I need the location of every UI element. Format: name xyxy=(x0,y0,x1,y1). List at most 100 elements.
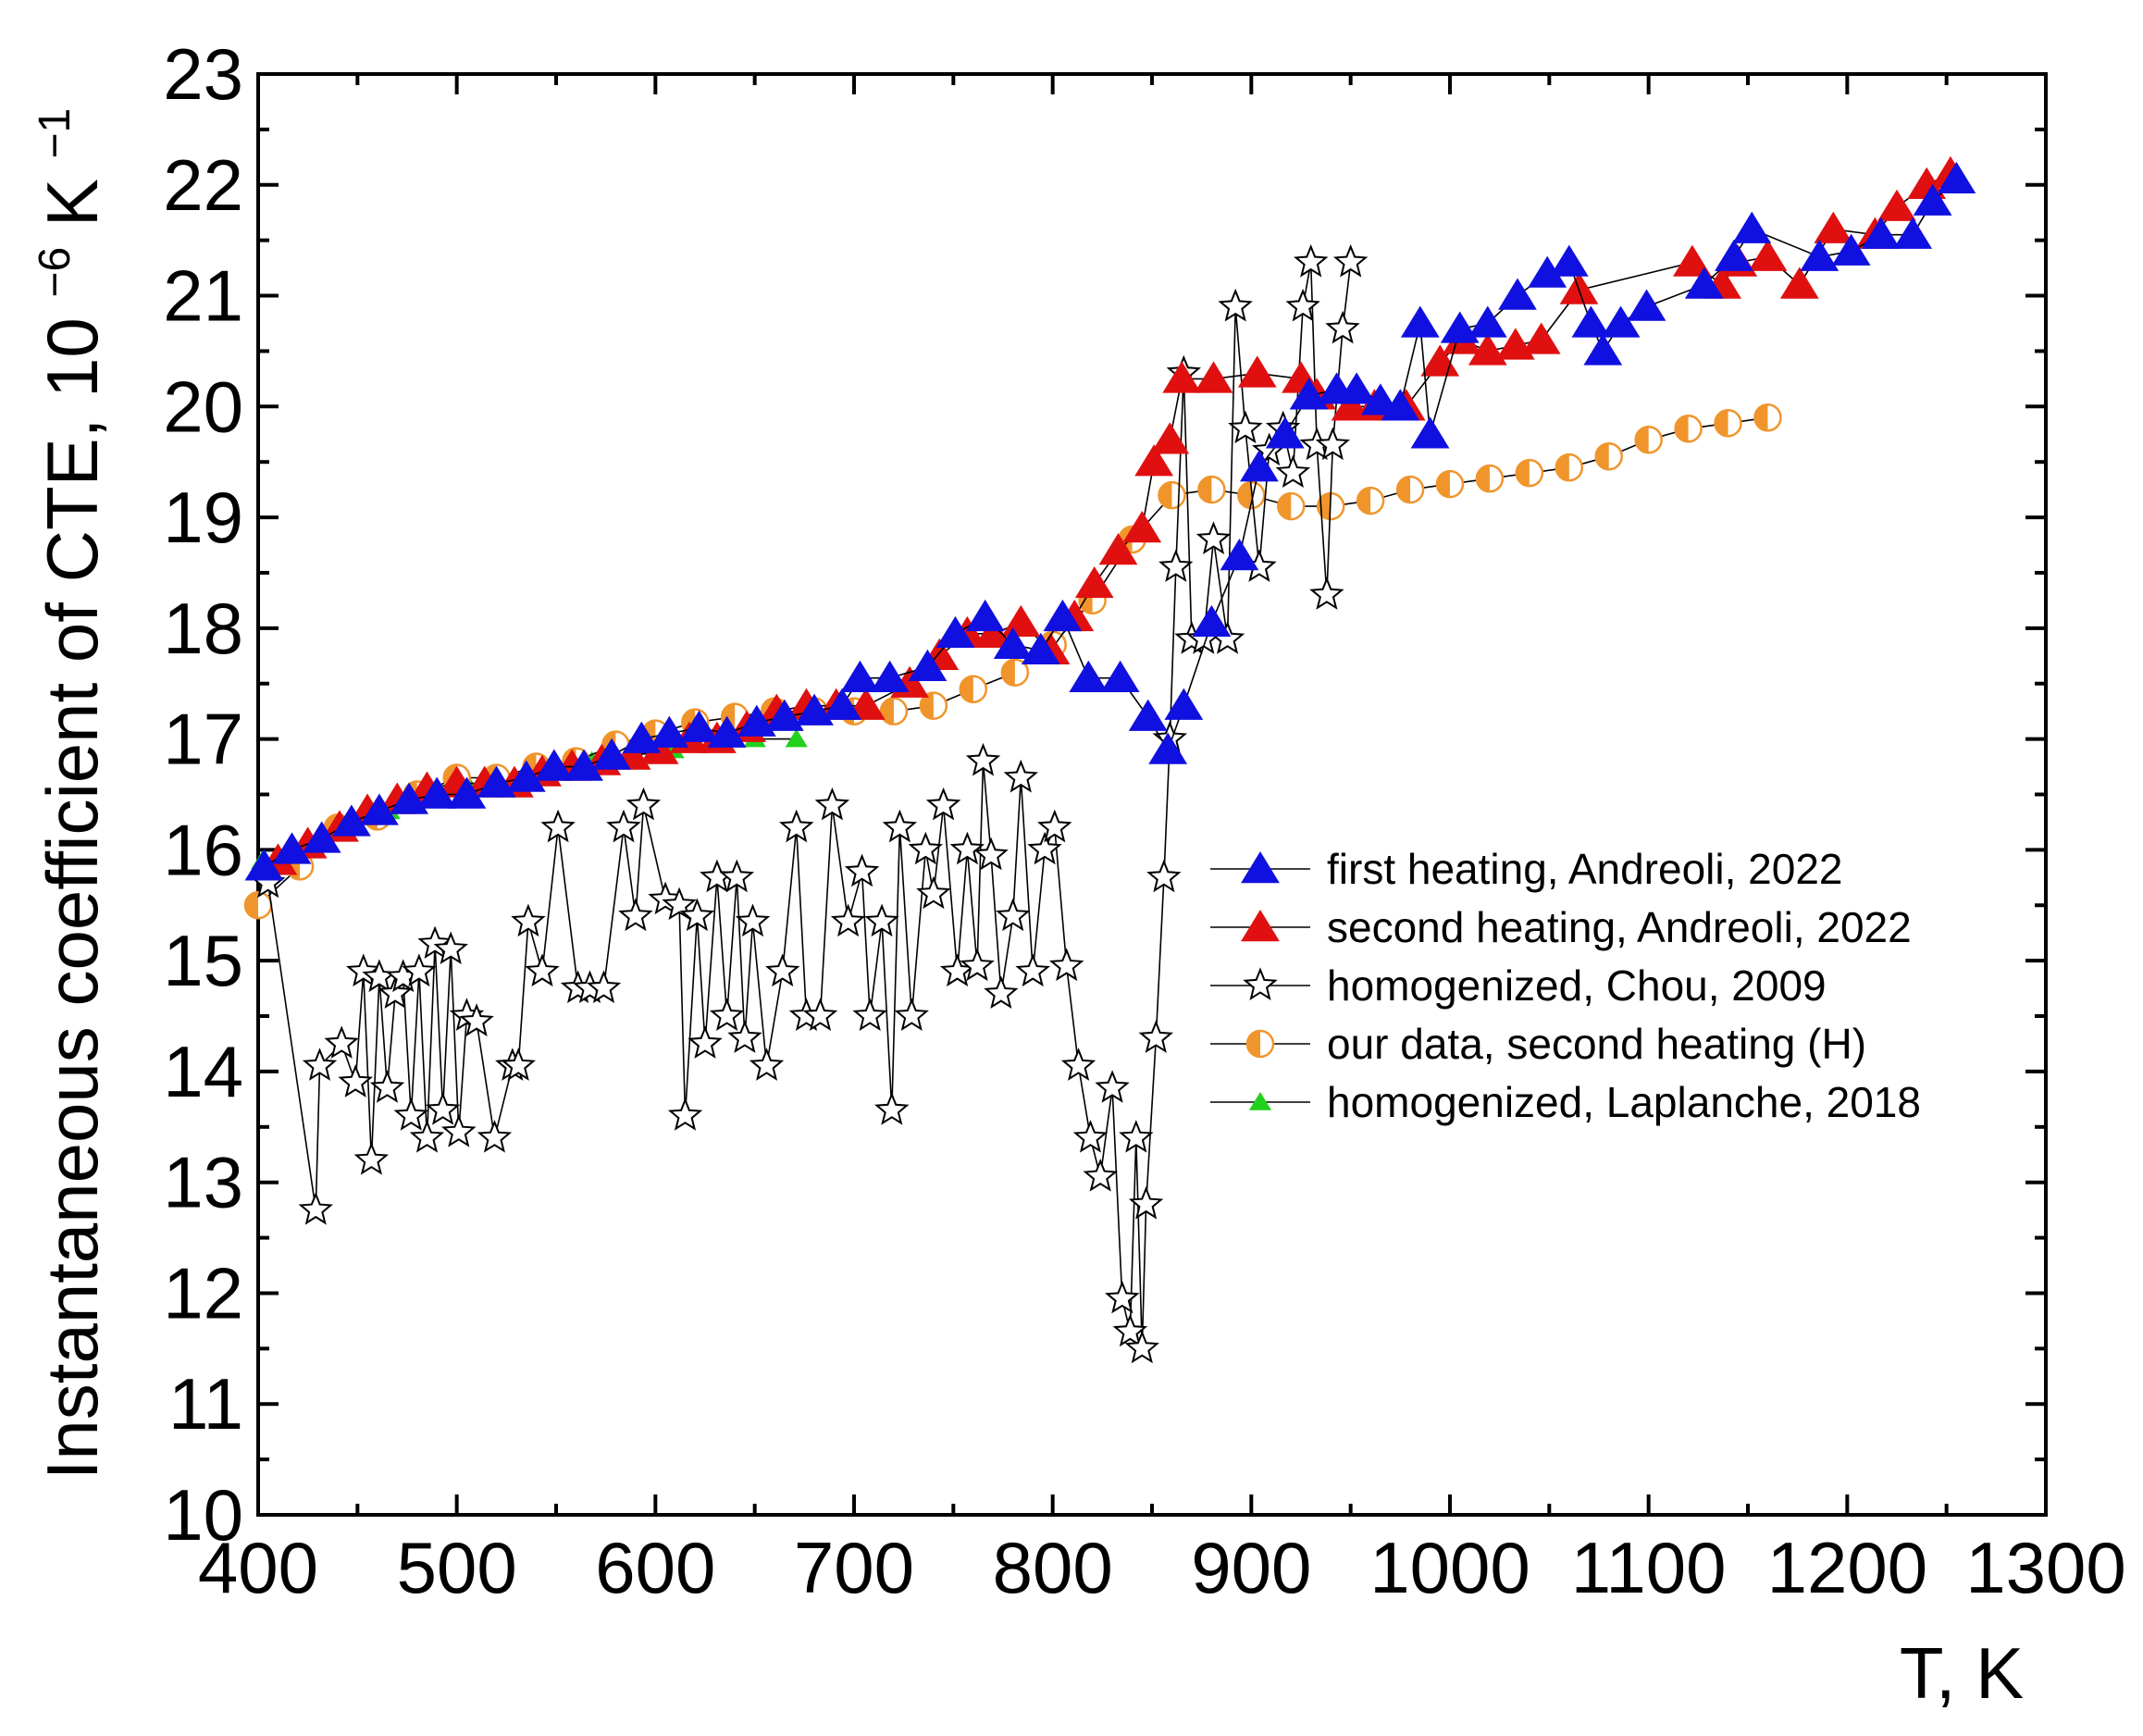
legend-label: homogenized, Laplanche, 2018 xyxy=(1327,1078,1921,1126)
data-point xyxy=(331,804,371,837)
data-point xyxy=(965,742,1001,776)
data-point xyxy=(1410,416,1450,449)
y-tick-label: 12 xyxy=(163,1252,243,1333)
data-point xyxy=(622,721,662,753)
data-point xyxy=(1037,809,1072,843)
data-point xyxy=(1332,243,1369,278)
data-point xyxy=(1124,1330,1159,1364)
data-point xyxy=(1913,183,1952,216)
data-point xyxy=(1400,305,1440,338)
data-point xyxy=(534,749,574,781)
data-point xyxy=(1138,1020,1174,1053)
x-tick-label: 600 xyxy=(595,1527,715,1608)
data-point xyxy=(360,793,399,825)
data-point xyxy=(1715,239,1753,271)
legend-entry: our data, second heating (H) xyxy=(1210,1020,1866,1068)
data-point xyxy=(390,782,429,814)
data-point xyxy=(302,821,341,853)
y-tick-label: 16 xyxy=(163,809,243,890)
data-point xyxy=(1150,422,1190,454)
data-point xyxy=(1220,538,1259,571)
data-point xyxy=(973,837,1009,871)
data-point xyxy=(417,776,457,809)
data-point xyxy=(662,887,697,921)
legend-label: first heating, Andreoli, 2022 xyxy=(1327,845,1842,893)
data-point xyxy=(1162,361,1202,393)
data-point xyxy=(840,660,880,692)
data-point xyxy=(1893,217,1933,249)
legend-marker xyxy=(1248,1092,1272,1110)
data-point xyxy=(1237,355,1277,388)
x-axis-ticks: 400 500 600 700 800 900 1000 1100 1200 1300 xyxy=(198,74,2126,1608)
y-axis-unit-k: K xyxy=(31,179,113,227)
data-point xyxy=(338,1064,373,1097)
data-point xyxy=(765,953,800,987)
series-1 xyxy=(258,155,1970,875)
data-point xyxy=(879,697,909,725)
legend-label: homogenized, Chou, 2009 xyxy=(1327,961,1827,1010)
legend-entry: homogenized, Laplanche, 2018 xyxy=(1210,1078,1921,1126)
data-point xyxy=(679,710,719,742)
data-point xyxy=(1814,211,1853,243)
data-point xyxy=(402,953,437,987)
data-point xyxy=(1134,444,1174,477)
x-tick-label: 500 xyxy=(397,1527,517,1608)
data-point xyxy=(993,626,1033,660)
data-point xyxy=(1048,948,1084,982)
data-point xyxy=(1634,425,1663,454)
data-point xyxy=(425,1092,461,1125)
data-point xyxy=(1583,333,1623,366)
data-point xyxy=(973,615,1013,649)
data-point xyxy=(1218,288,1253,322)
legend-entry: second heating, Andreoli, 2022 xyxy=(1210,903,1912,951)
data-point xyxy=(302,1048,338,1081)
data-point xyxy=(1594,441,1623,471)
data-point xyxy=(1128,699,1168,731)
data-point xyxy=(908,831,943,865)
data-point xyxy=(844,853,880,887)
data-point xyxy=(1395,475,1425,504)
data-point xyxy=(1831,233,1871,266)
data-point xyxy=(459,1003,494,1036)
data-point xyxy=(1021,632,1060,664)
data-point xyxy=(1779,267,1819,299)
data-point xyxy=(1937,161,1976,193)
data-point xyxy=(1001,604,1041,638)
data-point xyxy=(984,975,1019,1009)
data-point xyxy=(802,998,838,1031)
y-axis-ticks: 10 11 12 13 14 15 16 17 18 19 20 21 22 23 xyxy=(163,33,2046,1556)
x-tick-label: 1300 xyxy=(1965,1527,2126,1608)
data-point xyxy=(272,832,312,864)
data-point xyxy=(1015,953,1050,987)
data-point xyxy=(1083,1159,1118,1192)
data-point xyxy=(1627,289,1666,321)
legend-marker xyxy=(1243,967,1278,1000)
data-point xyxy=(908,649,948,681)
data-point xyxy=(525,953,560,987)
data-point xyxy=(606,809,641,843)
y-tick-label: 10 xyxy=(163,1474,243,1556)
series-2 xyxy=(251,243,1369,1364)
data-point xyxy=(1158,480,1186,510)
data-point xyxy=(1315,427,1351,461)
data-point xyxy=(650,715,689,748)
data-point xyxy=(1195,521,1232,554)
data-point xyxy=(1440,311,1480,343)
data-point xyxy=(727,1020,762,1053)
data-point xyxy=(592,738,632,770)
data-point xyxy=(409,1120,445,1153)
data-point xyxy=(1158,549,1194,582)
data-point xyxy=(618,898,653,932)
data-point xyxy=(1148,732,1188,764)
data-point xyxy=(709,998,745,1031)
y-tick-label: 21 xyxy=(163,255,243,337)
data-point xyxy=(1381,389,1420,421)
y-axis-unit-exponent-1: −6 xyxy=(31,247,80,298)
data-point xyxy=(1528,255,1567,288)
data-point xyxy=(1549,244,1589,277)
data-point xyxy=(960,948,995,982)
data-point xyxy=(795,693,834,725)
data-point xyxy=(1275,454,1311,489)
data-point xyxy=(1228,410,1263,444)
